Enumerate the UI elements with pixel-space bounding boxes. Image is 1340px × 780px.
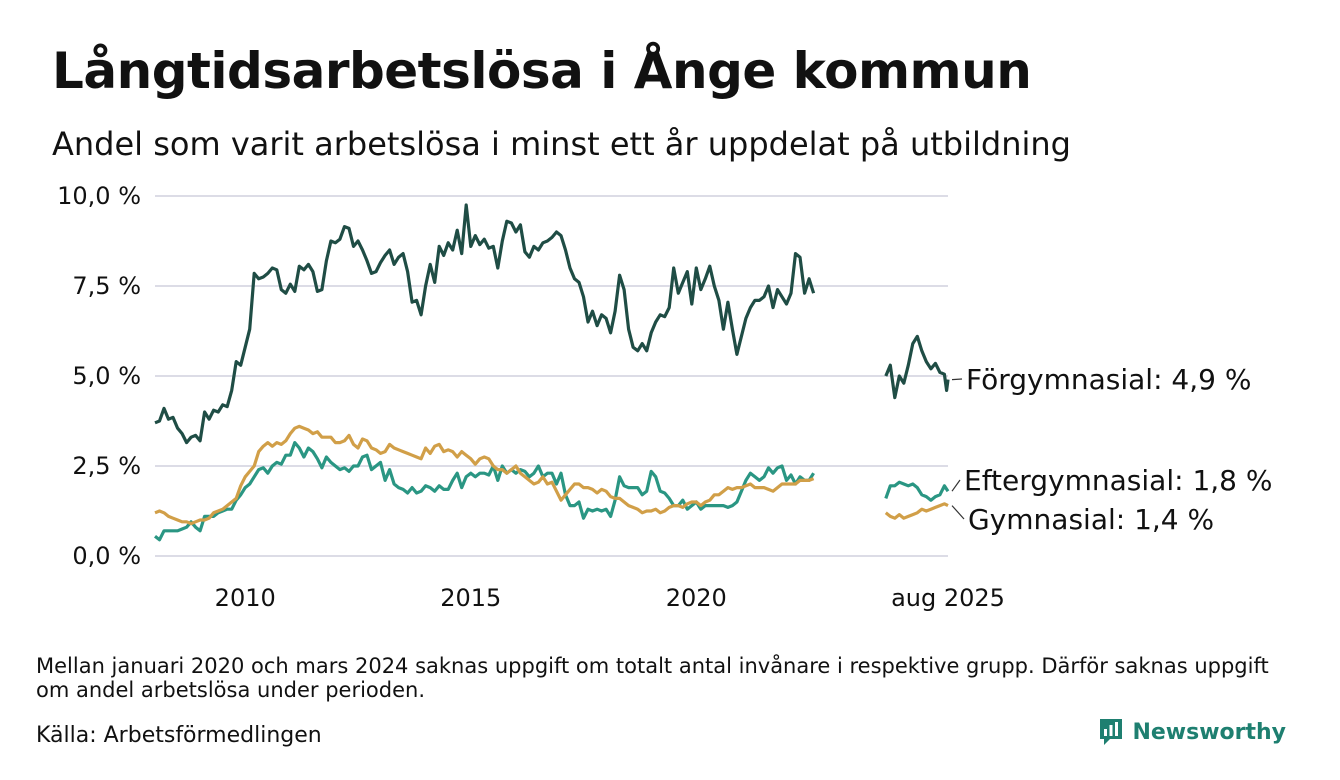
y-tick-label: 2,5 % (72, 452, 141, 480)
series-label-förgymnasial: Förgymnasial: 4,9 % (966, 363, 1251, 396)
y-tick-label: 7,5 % (72, 272, 141, 300)
series-line-gymnasial (154, 424, 949, 526)
y-axis-ticks: 0,0 % 2,5 % 5,0 % 7,5 % 10,0 % (57, 182, 141, 570)
bar-chart-speech-bubble-icon (1100, 719, 1123, 745)
x-tick-label: 2010 (215, 584, 276, 612)
x-axis-ticks: 2010 2015 2020 aug 2025 (215, 584, 1005, 612)
y-tick-label: 5,0 % (72, 362, 141, 390)
series-line-eftergymnasial (154, 441, 950, 542)
brand-name: Newsworthy (1132, 719, 1286, 745)
x-tick-label: 2020 (666, 584, 727, 612)
y-tick-label: 10,0 % (57, 182, 141, 210)
series-lines (154, 203, 950, 542)
brand-logo[interactable]: Newsworthy (1098, 717, 1286, 747)
label-leader-line (951, 479, 961, 492)
line-chart: 0,0 % 2,5 % 5,0 % 7,5 % 10,0 % 2010 2015 2020 a… (57, 182, 1272, 612)
series-line-förgymnasial (154, 203, 950, 445)
label-leader-line (951, 378, 963, 381)
x-tick-label: 2015 (440, 584, 501, 612)
series-labels: Förgymnasial: 4,9 % Eftergymnasial: 1,8 %… (951, 363, 1272, 536)
footnote: Mellan januari 2020 och mars 2024 saknas… (36, 654, 1269, 702)
series-label-eftergymnasial: Eftergymnasial: 1,8 % (964, 464, 1272, 497)
label-leader-line (951, 505, 965, 520)
x-tick-label: aug 2025 (891, 584, 1005, 612)
chart-title: Långtidsarbetslösa i Ånge kommun (52, 42, 1032, 100)
y-tick-label: 0,0 % (72, 542, 141, 570)
chart-subtitle: Andel som varit arbetslösa i minst ett å… (52, 125, 1071, 163)
grid-lines (155, 195, 948, 557)
series-label-gymnasial: Gymnasial: 1,4 % (968, 503, 1214, 536)
source-text: Källa: Arbetsförmedlingen (36, 723, 322, 748)
